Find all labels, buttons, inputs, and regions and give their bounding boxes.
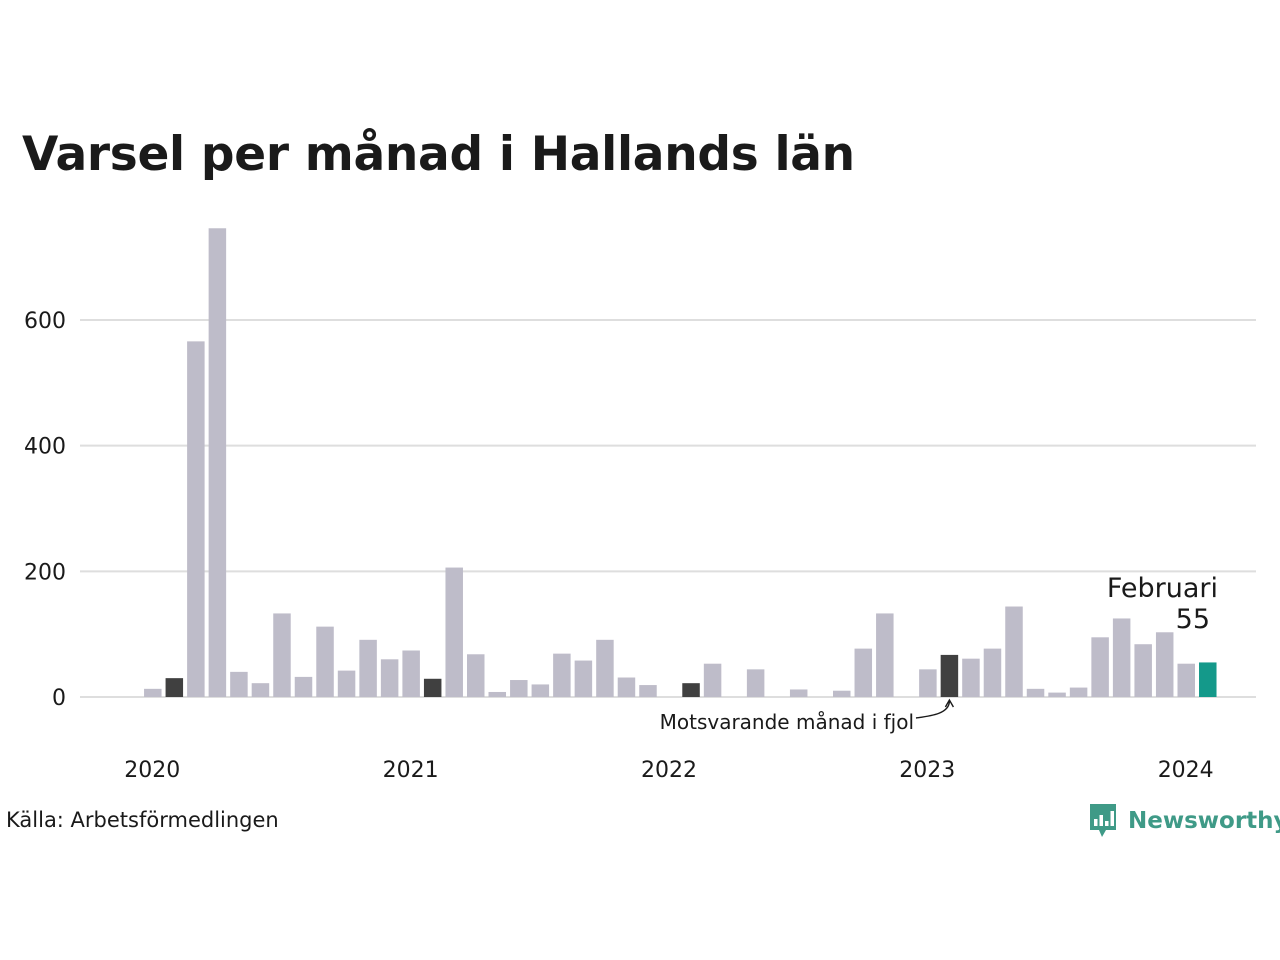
annotation-arrow <box>915 698 955 719</box>
y-tick-label: 0 <box>52 686 66 711</box>
bar <box>876 613 894 697</box>
bar <box>230 671 248 697</box>
bar <box>574 660 593 697</box>
bar <box>510 680 528 697</box>
bar <box>316 626 334 697</box>
bar <box>854 648 873 697</box>
x-tick-label: 2023 <box>899 758 955 783</box>
annotation-text: Motsvarande månad i fjol <box>660 710 914 734</box>
gridlines <box>80 319 1256 698</box>
x-axis-labels: 2020 2021 2022 2023 2024 <box>124 758 1213 783</box>
x-tick-label: 2022 <box>641 758 697 783</box>
source-note: Källa: Arbetsförmedlingen <box>6 808 279 832</box>
chart-title: Varsel per månad i Hallands län <box>22 127 855 182</box>
bar <box>1026 688 1045 697</box>
bar <box>639 685 657 697</box>
bar <box>467 654 485 697</box>
bar <box>402 650 420 697</box>
bar <box>187 341 205 697</box>
bar-highlight <box>423 678 442 697</box>
bar <box>596 639 614 697</box>
bar <box>919 669 937 697</box>
bar <box>617 677 636 697</box>
bar <box>1091 637 1109 697</box>
bar <box>1112 618 1131 697</box>
y-tick-label: 400 <box>24 435 66 460</box>
bar-highlight <box>165 678 184 697</box>
bar-highlight <box>682 683 700 697</box>
bar <box>359 639 377 697</box>
bar <box>531 684 550 697</box>
bars <box>144 228 1217 697</box>
bar <box>1069 687 1088 697</box>
newsworthy-bar-chart-icon <box>1090 804 1116 837</box>
bar <box>208 228 227 697</box>
annotation-group: Motsvarande månad i fjol <box>660 698 955 734</box>
bar <box>962 658 980 697</box>
bar <box>703 663 722 697</box>
bar <box>144 688 162 697</box>
bar-highlight <box>940 654 959 697</box>
y-tick-label: 600 <box>24 309 66 334</box>
bar <box>488 691 507 697</box>
brand-logo: Newsworthy <box>1088 802 1280 840</box>
bar <box>294 676 313 697</box>
bar <box>833 690 851 697</box>
bar <box>1134 644 1152 697</box>
bar <box>251 683 270 697</box>
bar <box>983 648 1002 697</box>
bar <box>380 659 399 697</box>
x-tick-label: 2024 <box>1158 758 1214 783</box>
x-tick-label: 2020 <box>124 758 180 783</box>
bar <box>553 653 571 697</box>
bar <box>1005 606 1023 697</box>
bar <box>1177 663 1195 697</box>
bar <box>1048 692 1066 697</box>
current-month-label: Februari <box>1107 573 1218 604</box>
current-value-label: 55 <box>1176 604 1210 635</box>
bar <box>273 613 291 697</box>
bar-current <box>1199 662 1217 697</box>
x-tick-label: 2021 <box>383 758 439 783</box>
y-tick-label: 200 <box>24 560 66 585</box>
bar <box>746 669 765 697</box>
bar <box>337 670 356 697</box>
bar <box>445 567 463 697</box>
y-axis-labels: 0 200 400 600 <box>24 309 66 711</box>
bar <box>1155 632 1174 697</box>
current-label-group: Februari 55 <box>1107 573 1218 635</box>
brand-name: Newsworthy <box>1128 808 1280 834</box>
bar <box>789 689 808 697</box>
